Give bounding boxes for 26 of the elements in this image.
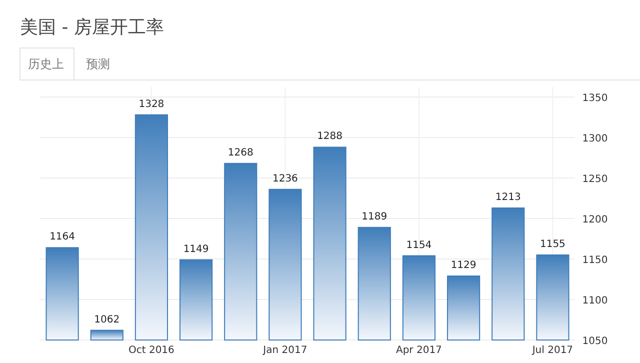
y-tick-label: 1150 [582, 255, 608, 266]
text: 历史上 [28, 57, 64, 71]
data-label: 1288 [317, 131, 343, 142]
data-label: 1155 [540, 238, 566, 250]
data-label: 1062 [94, 314, 120, 326]
data-label: 1268 [228, 147, 254, 158]
data-label: 1129 [450, 260, 476, 272]
y-tick-label: 1350 [582, 93, 608, 104]
y-tick-label: 1300 [582, 134, 608, 144]
data-label: 1236 [272, 173, 298, 184]
data-label: 1149 [183, 244, 209, 255]
y-tick-label: 1250 [582, 174, 608, 185]
x-tick-label: Apr 2017 [396, 345, 442, 356]
chart-title: 美国 - 房屋开工率 [20, 17, 164, 38]
data-label: 1189 [362, 211, 388, 222]
y-tick-label: 1100 [582, 296, 608, 306]
data-label: 1164 [50, 232, 76, 243]
data-label: 1154 [406, 240, 432, 251]
x-tick-label: Oct 2016 [128, 345, 174, 356]
y-tick-label: 1200 [582, 214, 608, 226]
data-label: 1213 [495, 192, 521, 203]
x-tick-label: Jul 2017 [531, 345, 574, 356]
text: 预测 [86, 57, 110, 71]
y-tick-label: 1050 [582, 336, 608, 347]
x-tick-label: Jan 2017 [262, 345, 308, 356]
data-label: 1328 [138, 98, 164, 110]
